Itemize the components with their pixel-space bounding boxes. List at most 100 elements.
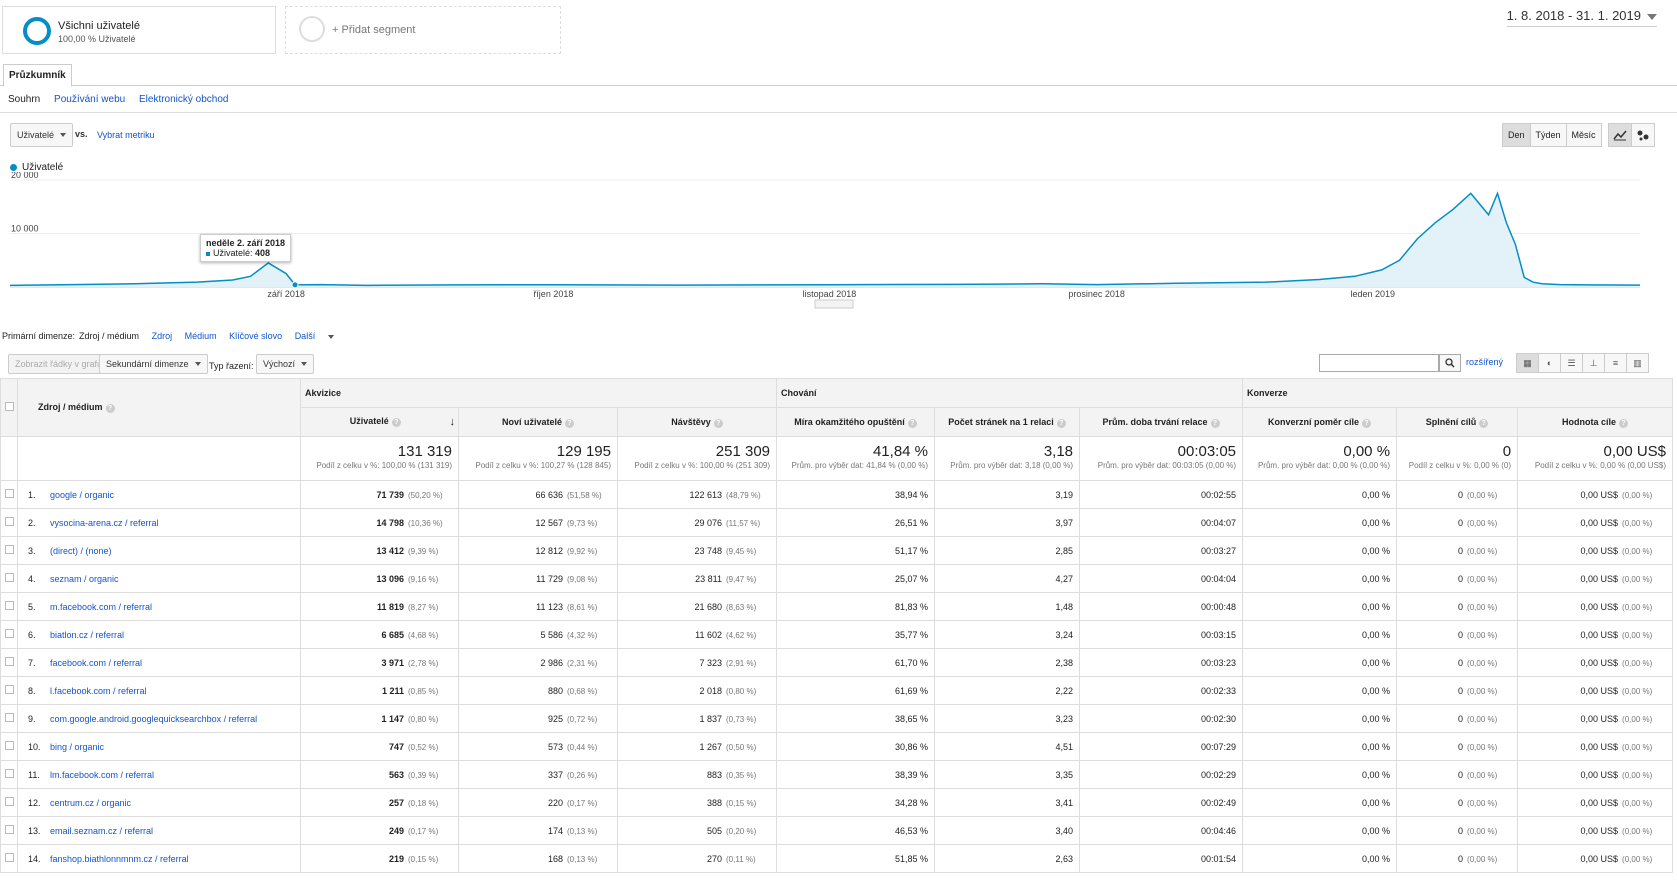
col-avg-session-duration[interactable]: Prům. doba trvání relace? (1079, 407, 1244, 437)
sort-type-select[interactable]: Výchozí (256, 354, 315, 374)
motion-chart-icon[interactable] (1631, 123, 1655, 147)
subtab-summary[interactable]: Souhrn (8, 94, 41, 105)
pie-view-icon[interactable]: ◐ (1538, 353, 1561, 373)
source-link[interactable]: centrum.cz / organic (50, 797, 132, 808)
plot-rows-button[interactable]: Zobrazit řádky v grafu (8, 354, 110, 374)
granularity-month[interactable]: Měsíc (1565, 123, 1602, 147)
col-bounce-rate[interactable]: Míra okamžitého opuštění? (776, 407, 936, 437)
col-sessions[interactable]: Návštěvy? (616, 407, 778, 437)
segment-all-users[interactable]: Všichni uživatelé 100,00 % Uživatelé (2, 6, 276, 54)
new-users-percent: (9,08 %) (567, 574, 598, 584)
source-link[interactable]: fanshop.biathlonnmnm.cz / referral (50, 853, 189, 864)
help-icon[interactable]: ? (1362, 418, 1372, 428)
pivot-view-icon[interactable]: ▥ (1626, 353, 1649, 373)
help-icon[interactable]: ? (1479, 418, 1489, 428)
help-icon[interactable]: ? (907, 418, 917, 428)
subtab-ecommerce[interactable]: Elektronický obchod (138, 94, 229, 105)
bounce-rate-cell: 30,86 % (776, 732, 936, 761)
row-index: 9. (28, 713, 36, 724)
term-cloud-icon[interactable]: ≡ (1604, 353, 1627, 373)
col-users[interactable]: Uživatelé? ↓ (300, 407, 459, 437)
row-checkbox[interactable] (4, 713, 14, 722)
help-icon[interactable]: ? (391, 418, 401, 427)
line-chart-icon[interactable] (1608, 123, 1632, 147)
dimension-keyword[interactable]: Klíčové slovo (229, 331, 283, 341)
tab-explorer[interactable]: Průzkumník (3, 64, 72, 87)
row-checkbox[interactable] (4, 657, 14, 666)
sessions-value: 270 (706, 853, 723, 864)
new-users-value: 12 812 (535, 545, 563, 556)
row-checkbox[interactable] (4, 853, 14, 862)
secondary-dimension-select[interactable]: Sekundární dimenze (99, 354, 208, 374)
sessions-percent: (48,79 %) (726, 490, 761, 500)
col-goal-value[interactable]: Hodnota cíle? (1517, 407, 1674, 437)
select-all-checkbox[interactable] (5, 402, 14, 411)
help-icon[interactable]: ? (565, 418, 575, 428)
metric-select[interactable]: Uživatelé (10, 123, 74, 147)
source-link[interactable]: google / organic (50, 489, 115, 500)
dimension-source[interactable]: Zdroj (151, 331, 173, 341)
granularity-day[interactable]: Den (1502, 123, 1531, 147)
source-link[interactable]: seznam / organic (50, 573, 119, 584)
avg-duration-cell: 00:03:15 (1079, 620, 1244, 649)
users-percent: (0,80 %) (408, 714, 439, 724)
goal-completions-value: 0 (1458, 601, 1464, 612)
source-link[interactable]: (direct) / (none) (50, 545, 112, 556)
source-link[interactable]: vysocina-arena.cz / referral (50, 517, 159, 528)
col-goal-completions[interactable]: Splnění cílů? (1396, 407, 1519, 437)
source-link[interactable]: biatlon.cz / referral (50, 629, 125, 640)
goal-completions-value: 0 (1458, 741, 1464, 752)
help-icon[interactable]: ? (1056, 418, 1066, 428)
row-checkbox[interactable] (4, 573, 14, 582)
total-subtext: Podíl z celku v %: 0,00 % (0) (1408, 461, 1512, 470)
add-segment-button[interactable]: + Přidat segment (285, 6, 561, 54)
sort-arrow-icon[interactable]: ↓ (449, 416, 456, 428)
granularity-week[interactable]: Týden (1529, 123, 1567, 147)
table-view-icon[interactable]: ▦ (1516, 353, 1539, 373)
source-link[interactable]: com.google.android.googlequicksearchbox … (50, 713, 258, 724)
users-cell: 257 (0,18 %) (300, 788, 459, 817)
col-pages-per-session[interactable]: Počet stránek na 1 relaci? (934, 407, 1081, 437)
table-search-input[interactable] (1319, 354, 1439, 372)
comparison-view-icon[interactable]: ⊥ (1582, 353, 1605, 373)
source-link[interactable]: l.facebook.com / referral (50, 685, 147, 696)
row-checkbox[interactable] (4, 797, 14, 806)
performance-view-icon[interactable]: ☰ (1560, 353, 1583, 373)
sessions-value: 388 (706, 797, 723, 808)
row-checkbox[interactable] (4, 741, 14, 750)
table-row: 5. m.facebook.com / referral 11 819 (8,27 %… (0, 592, 1674, 621)
subtab-site-usage[interactable]: Používání webu (54, 94, 126, 105)
help-icon[interactable]: ? (1210, 418, 1220, 428)
search-icon[interactable] (1439, 354, 1461, 372)
select-metric-link[interactable]: Vybrat metriku (97, 130, 155, 140)
row-checkbox-cell (0, 536, 18, 565)
date-range-picker[interactable]: 1. 8. 2018 - 31. 1. 2019 (1507, 8, 1657, 23)
row-checkbox[interactable] (4, 517, 14, 526)
total-value: 129 195 (556, 443, 611, 460)
row-checkbox[interactable] (4, 629, 14, 638)
source-link[interactable]: m.facebook.com / referral (50, 601, 153, 612)
source-link[interactable]: bing / organic (50, 741, 105, 752)
help-icon[interactable]: ? (713, 418, 723, 428)
row-checkbox[interactable] (4, 685, 14, 694)
goal-value-cell: 0,00 US$ (0,00 %) (1517, 788, 1674, 817)
row-checkbox[interactable] (4, 825, 14, 834)
source-link[interactable]: email.seznam.cz / referral (50, 825, 154, 836)
row-checkbox[interactable] (4, 489, 14, 498)
row-checkbox[interactable] (4, 601, 14, 610)
row-checkbox[interactable] (4, 769, 14, 778)
users-value: 13 412 (376, 545, 404, 556)
advanced-filter-link[interactable]: rozšířený (1466, 357, 1504, 367)
help-icon[interactable]: ? (105, 404, 115, 413)
col-new-users[interactable]: Noví uživatelé? (458, 407, 618, 437)
dimension-more[interactable]: Další (295, 331, 345, 341)
source-link[interactable]: lm.facebook.com / referral (50, 769, 155, 780)
help-icon[interactable]: ? (1619, 418, 1629, 428)
row-checkbox[interactable] (4, 545, 14, 554)
total-value: 251 309 (715, 443, 771, 460)
segment-subtitle: 100,00 % Uživatelé (58, 34, 136, 44)
dimension-medium[interactable]: Médium (184, 331, 217, 341)
dim-header[interactable]: Zdroj / médium (38, 402, 103, 412)
col-goal-conversion-rate[interactable]: Konverzní poměr cíle? (1242, 407, 1398, 437)
source-link[interactable]: facebook.com / referral (50, 657, 143, 668)
